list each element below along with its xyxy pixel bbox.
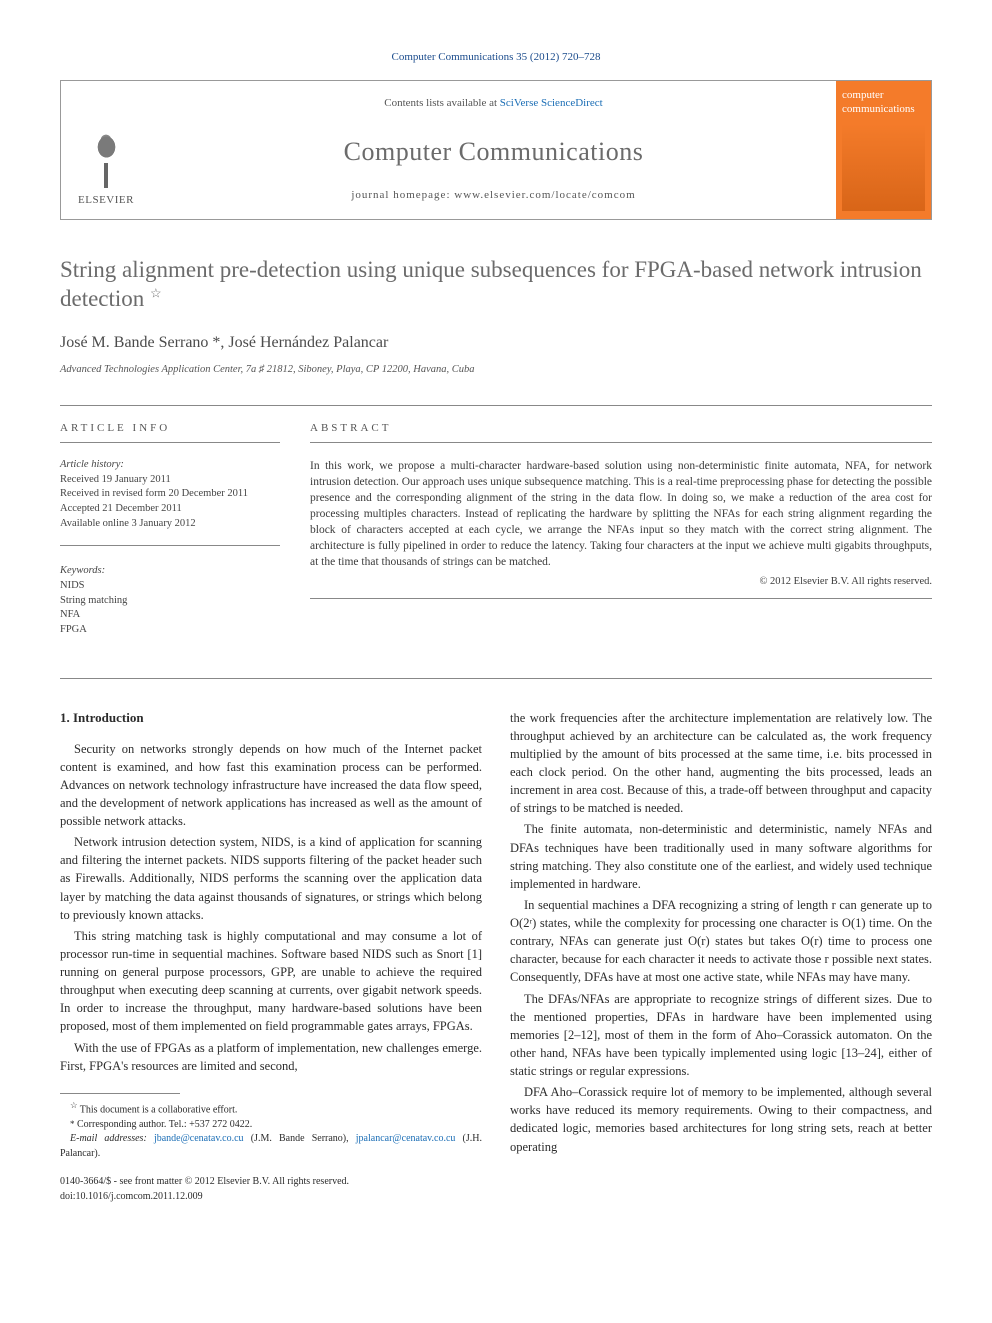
doi-line: doi:10.1016/j.comcom.2011.12.009	[60, 1190, 482, 1205]
contents-available-line: Contents lists available at SciVerse Sci…	[161, 96, 826, 111]
sciencedirect-link[interactable]: SciVerse ScienceDirect	[500, 97, 603, 109]
info-divider-1	[60, 442, 280, 443]
publisher-label: ELSEVIER	[78, 193, 134, 208]
abs-divider	[310, 442, 932, 443]
abstract-column: ABSTRACT In this work, we propose a mult…	[310, 421, 932, 637]
homepage-prefix: journal homepage:	[351, 189, 454, 201]
footnote-separator	[60, 1093, 180, 1094]
publisher-block: ELSEVIER	[61, 81, 151, 218]
body-columns: 1. Introduction Security on networks str…	[60, 709, 932, 1204]
article-info-heading: ARTICLE INFO	[60, 421, 280, 436]
cover-graphic	[842, 124, 925, 211]
footnote-emails: E-mail addresses: jbande@cenatav.co.cu (…	[60, 1132, 482, 1161]
info-abstract-row: ARTICLE INFO Article history: Received 1…	[60, 421, 932, 637]
homepage-url[interactable]: www.elsevier.com/locate/comcom	[454, 189, 635, 201]
citation: Computer Communications 35 (2012) 720–72…	[60, 50, 932, 65]
header-center: Contents lists available at SciVerse Sci…	[151, 81, 836, 218]
title-note-marker: ☆	[150, 286, 162, 301]
keywords-heading: Keywords:	[60, 564, 280, 579]
cover-title: computer communications	[842, 89, 925, 115]
footnote-corresponding: * Corresponding author. Tel.: +537 272 0…	[60, 1118, 482, 1133]
elsevier-tree-icon	[79, 128, 134, 188]
section-heading-intro: 1. Introduction	[60, 709, 482, 728]
author-list: José M. Bande Serrano *, José Hernández …	[60, 332, 932, 354]
affiliation: Advanced Technologies Application Center…	[60, 363, 932, 378]
info-divider-2	[60, 545, 280, 546]
history-item: Received in revised form 20 December 201…	[60, 487, 280, 502]
article-title: String alignment pre-detection using uni…	[60, 255, 932, 315]
contents-prefix: Contents lists available at	[384, 97, 499, 109]
paragraph: The finite automata, non-deterministic a…	[510, 820, 932, 893]
abstract-copyright: © 2012 Elsevier B.V. All rights reserved…	[310, 575, 932, 590]
right-column: the work frequencies after the architect…	[510, 709, 932, 1204]
paragraph: The DFAs/NFAs are appropriate to recogni…	[510, 990, 932, 1081]
corr-text: Corresponding author. Tel.: +537 272 042…	[77, 1119, 252, 1130]
paragraph: With the use of FPGAs as a platform of i…	[60, 1039, 482, 1075]
keyword: String matching	[60, 594, 280, 609]
email-link-1[interactable]: jbande@cenatav.co.cu	[154, 1133, 244, 1144]
history-item: Available online 3 January 2012	[60, 517, 280, 532]
footnote-collab: ☆ This document is a collaborative effor…	[60, 1100, 482, 1118]
keyword: NIDS	[60, 579, 280, 594]
paragraph: the work frequencies after the architect…	[510, 709, 932, 818]
keyword: NFA	[60, 608, 280, 623]
keyword: FPGA	[60, 623, 280, 638]
paragraph: This string matching task is highly comp…	[60, 927, 482, 1036]
corr-marker: *	[70, 1119, 75, 1129]
homepage-line: journal homepage: www.elsevier.com/locat…	[161, 188, 826, 203]
collab-marker: ☆	[70, 1101, 77, 1110]
email-link-2[interactable]: jpalancar@cenatav.co.cu	[356, 1133, 456, 1144]
issn-line: 0140-3664/$ - see front matter © 2012 El…	[60, 1175, 482, 1190]
abstract-heading: ABSTRACT	[310, 421, 932, 436]
divider-top	[60, 405, 932, 406]
divider-mid	[60, 678, 932, 679]
paragraph: Security on networks strongly depends on…	[60, 740, 482, 831]
history-item: Accepted 21 December 2011	[60, 502, 280, 517]
journal-cover: computer communications	[836, 81, 931, 218]
email-owner-1: (J.M. Bande Serrano),	[251, 1133, 349, 1144]
journal-header: ELSEVIER Contents lists available at Sci…	[60, 80, 932, 219]
paragraph: Network intrusion detection system, NIDS…	[60, 833, 482, 924]
history-item: Received 19 January 2011	[60, 473, 280, 488]
history-heading: Article history:	[60, 458, 280, 473]
paragraph: DFA Aho–Corassick require lot of memory …	[510, 1083, 932, 1156]
email-label: E-mail addresses:	[70, 1133, 147, 1144]
collab-text: This document is a collaborative effort.	[80, 1104, 238, 1115]
paragraph: In sequential machines a DFA recognizing…	[510, 896, 932, 987]
title-text: String alignment pre-detection using uni…	[60, 257, 922, 312]
abstract-text: In this work, we propose a multi-charact…	[310, 458, 932, 571]
journal-name: Computer Communications	[161, 134, 826, 170]
abs-divider-bottom	[310, 598, 932, 599]
left-column: 1. Introduction Security on networks str…	[60, 709, 482, 1204]
article-info-column: ARTICLE INFO Article history: Received 1…	[60, 421, 280, 637]
